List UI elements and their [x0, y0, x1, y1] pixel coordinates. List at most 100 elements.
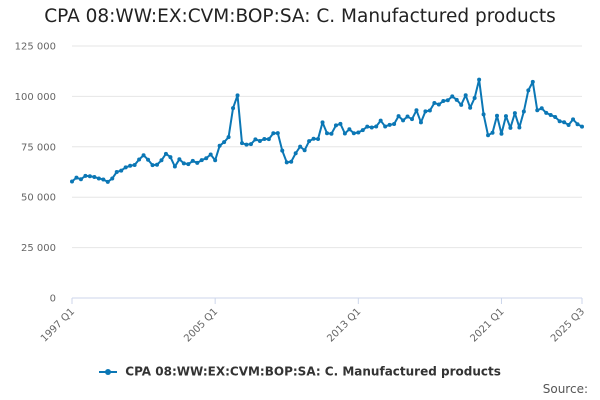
data-point[interactable]	[262, 136, 267, 141]
data-point[interactable]	[280, 148, 285, 153]
data-point[interactable]	[119, 168, 124, 173]
data-point[interactable]	[351, 131, 356, 136]
data-point[interactable]	[284, 160, 289, 165]
data-point[interactable]	[490, 130, 495, 135]
data-point[interactable]	[436, 102, 441, 107]
data-point[interactable]	[418, 120, 423, 125]
data-point[interactable]	[235, 93, 240, 98]
data-point[interactable]	[78, 177, 83, 182]
data-point[interactable]	[445, 98, 450, 103]
data-point[interactable]	[96, 176, 101, 181]
data-point[interactable]	[548, 112, 553, 117]
data-point[interactable]	[163, 151, 168, 156]
data-point[interactable]	[275, 131, 280, 136]
data-point[interactable]	[155, 162, 159, 167]
data-point[interactable]	[423, 109, 428, 114]
data-point[interactable]	[101, 177, 106, 182]
data-point[interactable]	[427, 108, 432, 113]
data-point[interactable]	[580, 124, 584, 129]
data-point[interactable]	[289, 159, 294, 164]
data-point[interactable]	[441, 99, 446, 104]
data-point[interactable]	[499, 131, 504, 136]
data-point[interactable]	[181, 161, 186, 166]
data-point[interactable]	[226, 135, 231, 140]
data-point[interactable]	[369, 125, 374, 130]
data-point[interactable]	[231, 106, 236, 111]
data-point[interactable]	[325, 131, 329, 136]
data-point[interactable]	[557, 119, 562, 124]
data-point[interactable]	[208, 152, 213, 157]
data-point[interactable]	[87, 174, 92, 179]
data-point[interactable]	[503, 114, 508, 119]
data-point[interactable]	[539, 106, 544, 111]
data-point[interactable]	[405, 114, 410, 119]
data-point[interactable]	[199, 158, 204, 163]
data-point[interactable]	[320, 120, 325, 125]
data-point[interactable]	[365, 124, 370, 129]
data-point[interactable]	[360, 128, 365, 133]
data-point[interactable]	[347, 127, 352, 132]
data-point[interactable]	[553, 114, 558, 119]
data-point[interactable]	[213, 158, 218, 163]
data-point[interactable]	[83, 173, 88, 178]
data-point[interactable]	[248, 142, 253, 147]
data-point[interactable]	[92, 175, 97, 180]
data-point[interactable]	[468, 105, 473, 110]
data-point[interactable]	[146, 157, 151, 162]
data-point[interactable]	[132, 162, 137, 167]
data-point[interactable]	[204, 156, 209, 161]
data-point[interactable]	[535, 108, 540, 113]
data-point[interactable]	[342, 131, 347, 136]
data-point[interactable]	[356, 130, 361, 135]
data-point[interactable]	[575, 122, 580, 127]
data-point[interactable]	[414, 108, 419, 113]
data-point[interactable]	[432, 101, 437, 106]
data-point[interactable]	[110, 176, 115, 181]
data-point[interactable]	[374, 124, 379, 129]
data-point[interactable]	[459, 102, 464, 107]
data-point[interactable]	[266, 137, 271, 142]
data-point[interactable]	[463, 93, 468, 98]
data-point[interactable]	[530, 79, 535, 84]
data-point[interactable]	[517, 125, 522, 130]
data-point[interactable]	[481, 112, 486, 117]
data-point[interactable]	[70, 179, 74, 184]
data-point[interactable]	[329, 131, 334, 136]
data-point[interactable]	[338, 121, 343, 126]
data-point[interactable]	[401, 118, 406, 123]
data-point[interactable]	[571, 117, 576, 122]
data-point[interactable]	[521, 109, 526, 114]
data-point[interactable]	[195, 160, 200, 165]
data-point[interactable]	[271, 131, 276, 136]
data-point[interactable]	[159, 158, 164, 163]
data-point[interactable]	[311, 136, 316, 141]
data-point[interactable]	[454, 97, 459, 102]
data-point[interactable]	[410, 117, 414, 122]
data-point[interactable]	[222, 140, 227, 145]
data-point[interactable]	[566, 123, 571, 128]
data-point[interactable]	[392, 122, 397, 127]
data-point[interactable]	[526, 88, 531, 93]
data-point[interactable]	[486, 133, 491, 138]
data-point[interactable]	[177, 157, 182, 162]
data-point[interactable]	[495, 113, 499, 118]
data-point[interactable]	[172, 164, 177, 169]
data-point[interactable]	[186, 162, 191, 167]
legend[interactable]: CPA 08:WW:EX:CVM:BOP:SA: C. Manufactured…	[0, 364, 600, 379]
data-point[interactable]	[74, 175, 79, 180]
data-point[interactable]	[105, 179, 110, 184]
data-point[interactable]	[293, 151, 298, 156]
data-point[interactable]	[217, 143, 222, 148]
data-point[interactable]	[512, 111, 517, 116]
data-point[interactable]	[387, 122, 392, 127]
data-point[interactable]	[508, 125, 513, 130]
data-point[interactable]	[396, 114, 401, 119]
data-point[interactable]	[378, 118, 383, 123]
data-point[interactable]	[562, 120, 567, 125]
data-point[interactable]	[137, 157, 142, 162]
data-point[interactable]	[123, 165, 128, 170]
data-point[interactable]	[257, 138, 262, 143]
data-point[interactable]	[472, 96, 477, 101]
data-point[interactable]	[128, 163, 133, 168]
data-point[interactable]	[168, 155, 173, 160]
